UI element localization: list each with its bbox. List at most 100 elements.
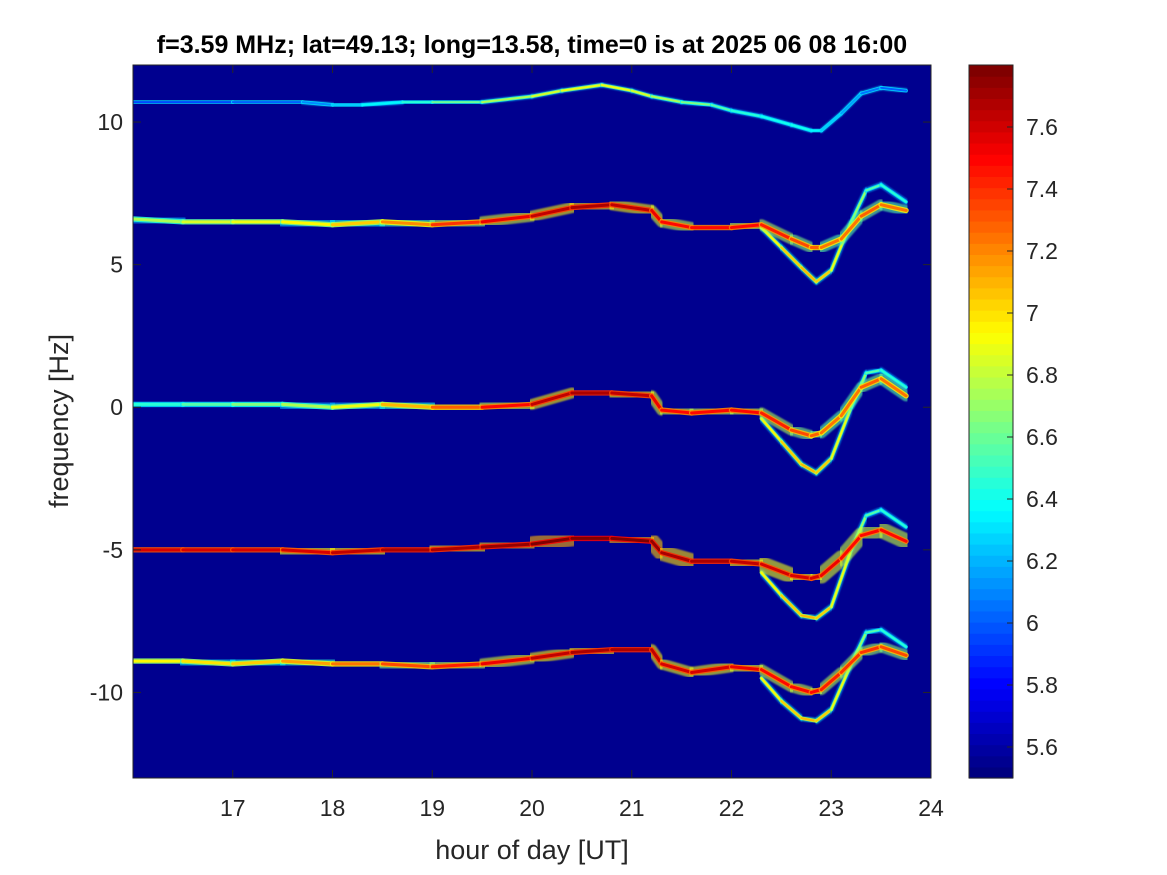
trace-0-segment xyxy=(710,103,733,112)
trace-0-segment xyxy=(820,112,843,132)
secondary-trace-segment xyxy=(780,246,803,269)
trace-3-segment xyxy=(281,548,334,555)
y-tick-label: 10 xyxy=(97,109,123,135)
trace-4-segment xyxy=(690,665,733,674)
trace-4-segment xyxy=(480,656,534,666)
trace-4-segment xyxy=(879,645,908,657)
plot-background xyxy=(133,65,931,778)
colorbar-gradient xyxy=(969,65,1013,779)
colorbar-band xyxy=(969,644,1013,657)
colorbar-band xyxy=(969,766,1013,779)
colorbar-band xyxy=(969,566,1013,579)
colorbar-band xyxy=(969,410,1013,423)
trace-4-segment xyxy=(570,648,614,655)
colorbar-band xyxy=(969,555,1013,567)
colorbar-band xyxy=(969,376,1013,389)
secondary-trace-segment xyxy=(780,699,803,720)
x-tick-label: 17 xyxy=(220,795,246,821)
trace-2-segment xyxy=(690,408,733,415)
colorbar-tick-label: 6.8 xyxy=(1026,362,1058,388)
trace-0-segment xyxy=(840,92,863,115)
trace-0-segment xyxy=(481,95,533,104)
trace-2-segment xyxy=(281,402,334,409)
trace-1-segment xyxy=(281,220,334,227)
trace-0-segment xyxy=(301,101,334,106)
x-tick-label: 23 xyxy=(818,795,844,821)
colorbar-band xyxy=(969,477,1013,489)
colorbar-band xyxy=(969,220,1013,233)
colorbar-band xyxy=(969,332,1013,345)
trace-2 xyxy=(133,373,912,442)
colorbar-band xyxy=(969,276,1013,289)
trace-1-segment xyxy=(430,220,484,227)
secondary-trace-segment xyxy=(880,508,908,529)
trace-1-segment xyxy=(133,217,185,224)
secondary-trace-segment xyxy=(760,677,783,702)
trace-0-segment xyxy=(650,95,683,104)
colorbar-band xyxy=(969,98,1013,111)
trace-0-segment xyxy=(600,83,633,92)
colorbar-tick-label: 7 xyxy=(1026,300,1039,326)
colorbar-band xyxy=(969,610,1013,623)
trace-2-segment xyxy=(480,402,534,409)
trace-4-segment xyxy=(380,662,434,669)
trace-1-segment xyxy=(380,220,434,227)
secondary-trace-segment xyxy=(760,417,783,443)
colorbar-tick-label: 7.6 xyxy=(1026,114,1058,140)
y-axis-label: frequency [Hz] xyxy=(44,334,74,508)
trace-1-segment xyxy=(331,220,384,227)
colorbar-band xyxy=(969,454,1013,467)
colorbar-band xyxy=(969,243,1013,255)
colorbar-band xyxy=(969,521,1013,534)
colorbar-band xyxy=(969,310,1013,322)
x-tick-label: 20 xyxy=(519,795,545,821)
trace-0-segment xyxy=(880,86,908,92)
trace-1-segment xyxy=(879,203,908,212)
colorbar-band xyxy=(969,87,1013,100)
colorbar-tick-label: 6.6 xyxy=(1026,424,1058,450)
colorbar-band xyxy=(969,700,1013,712)
secondary-trace-segment xyxy=(815,269,833,283)
colorbar-band xyxy=(969,298,1013,311)
colorbar-band xyxy=(969,165,1013,178)
trace-4-segment xyxy=(231,659,285,666)
trace-3 xyxy=(133,521,915,587)
trace-0-segment xyxy=(361,101,404,106)
colorbar-band xyxy=(969,187,1013,200)
trace-0-segment xyxy=(630,89,653,98)
secondary-trace-segment xyxy=(815,457,833,474)
colorbar-band xyxy=(969,733,1013,746)
colorbar-band xyxy=(969,76,1013,88)
x-tick-label: 24 xyxy=(918,795,944,821)
colorbar-band xyxy=(969,365,1013,378)
colorbar-band xyxy=(969,432,1013,445)
colorbar-band xyxy=(969,198,1013,211)
secondary-trace-segment xyxy=(880,183,908,203)
secondary-trace-segment xyxy=(780,440,803,466)
y-axis: -10 -5 0 5 10 xyxy=(90,109,931,705)
colorbar-band xyxy=(969,532,1013,545)
colorbar-band xyxy=(969,354,1013,367)
colorbar-band xyxy=(969,142,1013,155)
colorbar-band xyxy=(969,131,1013,144)
colorbar: 5.6 5.8 6 6.2 6.4 6.6 6.8 7 7.2 7.4 7.6 xyxy=(968,64,1058,779)
colorbar-band xyxy=(969,254,1013,267)
x-tick-label: 22 xyxy=(719,795,745,821)
colorbar-tick-label: 6.2 xyxy=(1026,548,1058,574)
trace-4-segment xyxy=(281,659,334,666)
x-axis: 17 18 19 20 21 22 23 24 xyxy=(220,65,944,821)
trace-0-segment xyxy=(560,83,603,92)
colorbar-band xyxy=(969,443,1013,456)
colorbar-band xyxy=(969,488,1013,501)
trace-1-segment xyxy=(610,203,654,212)
colorbar-band xyxy=(969,677,1013,690)
colorbar-band xyxy=(969,577,1013,590)
secondary-trace-segment xyxy=(880,628,908,648)
colorbar-band xyxy=(969,655,1013,668)
trace-1 xyxy=(133,199,912,254)
trace-3-segment xyxy=(480,542,534,549)
colorbar-band xyxy=(969,421,1013,434)
colorbar-frame xyxy=(968,64,1014,779)
trace-2-segment xyxy=(380,402,434,409)
colorbar-band xyxy=(969,232,1013,244)
